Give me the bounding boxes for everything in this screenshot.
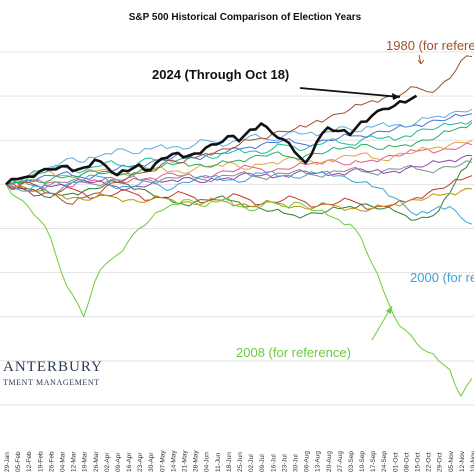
x-tick-label: 05-Nov bbox=[448, 450, 455, 472]
series-line bbox=[5, 160, 473, 189]
annotation-2024-arrow bbox=[299, 87, 401, 98]
x-tick-label: 19-Feb bbox=[37, 451, 44, 472]
x-tick-label: 30-Jul bbox=[292, 454, 299, 472]
x-tick-label: 30-Apr bbox=[148, 452, 155, 472]
series-line bbox=[5, 119, 473, 185]
x-tick-label: 14-May bbox=[170, 450, 177, 472]
series-line bbox=[5, 157, 473, 221]
x-tick-label: 28-May bbox=[193, 450, 200, 472]
annotation-1980-arrow bbox=[417, 54, 425, 65]
x-tick-label: 08-Oct bbox=[403, 452, 410, 472]
x-tick-label: 20-Aug bbox=[326, 451, 333, 472]
x-tick-label: 05-Feb bbox=[15, 451, 22, 472]
series-line bbox=[5, 184, 473, 397]
x-tick-label: 23-Apr bbox=[137, 452, 144, 472]
x-tick-label: 24-Sep bbox=[381, 451, 388, 472]
series-line bbox=[5, 170, 473, 225]
annotation-2008: 2008 (for reference) bbox=[236, 345, 351, 360]
series-line bbox=[5, 122, 473, 185]
x-tick-label: 09-Jul bbox=[259, 454, 266, 472]
x-tick-label: 16-Jul bbox=[270, 454, 277, 472]
annotation-2024-arrowhead bbox=[392, 93, 400, 100]
x-tick-label: 03-Sep bbox=[348, 451, 355, 472]
annotation-2024: 2024 (Through Oct 18) bbox=[152, 67, 289, 82]
x-tick-label: 12-Nov bbox=[459, 450, 466, 472]
x-tick-label: 01-Oct bbox=[392, 452, 399, 472]
x-tick-label: 15-Oct bbox=[415, 452, 422, 472]
x-tick-label: 10-Sep bbox=[359, 451, 366, 472]
x-tick-label: 23-Jul bbox=[281, 454, 288, 472]
x-tick-label: 11-Jun bbox=[215, 452, 222, 472]
x-tick-label: 13-Aug bbox=[315, 451, 322, 472]
series-line-2024 bbox=[5, 94, 418, 186]
x-tick-label: 29-Jan bbox=[4, 452, 11, 472]
x-tick-label: 26-Feb bbox=[48, 451, 55, 472]
x-tick-label: 27-Aug bbox=[337, 451, 344, 472]
annotation-2008-arrowhead bbox=[386, 306, 392, 314]
annotation-2000: 2000 (for reference) bbox=[410, 270, 474, 285]
x-tick-label: 04-Mar bbox=[59, 451, 66, 472]
chart-title: S&P 500 Historical Comparison of Electio… bbox=[129, 12, 362, 23]
x-tick-label: 22-Oct bbox=[426, 452, 433, 472]
x-tick-label: 02-Jul bbox=[248, 454, 255, 472]
x-tick-label: 21-May bbox=[182, 450, 189, 472]
x-tick-label: 19-Mar bbox=[82, 451, 89, 472]
x-tick-label: 29-Oct bbox=[437, 452, 444, 472]
x-tick-label: 06-Aug bbox=[304, 451, 311, 472]
x-tick-label: 07-May bbox=[159, 450, 166, 472]
annotation-1980: 1980 (for reference) bbox=[386, 38, 474, 53]
series-line bbox=[5, 183, 473, 212]
x-tick-label: 18-Jun bbox=[226, 452, 233, 472]
x-tick-label: 12-Feb bbox=[26, 451, 33, 472]
logo-line-2: TMENT MANAGEMENT bbox=[3, 378, 100, 387]
x-tick-labels: 29-Jan 05-Feb 12-Feb 19-Feb 26-Feb 04-Mar 12-M… bbox=[4, 450, 474, 472]
x-tick-label: 26-Mar bbox=[93, 451, 100, 472]
x-tick-label: 02-Apr bbox=[104, 452, 111, 472]
series-layer bbox=[5, 55, 473, 397]
x-tick-label: 17-Sep bbox=[370, 451, 377, 472]
x-tick-label: 16-Apr bbox=[126, 452, 133, 472]
logo-line-1: ANTERBURY bbox=[3, 359, 103, 375]
x-tick-label: 25-Jun bbox=[237, 452, 244, 472]
x-tick-label: 12-Mar bbox=[71, 451, 78, 472]
x-tick-label: 09-Apr bbox=[115, 452, 122, 472]
x-tick-label: 19-Nov bbox=[470, 450, 474, 472]
x-tick-label: 04-Jun bbox=[204, 452, 211, 472]
